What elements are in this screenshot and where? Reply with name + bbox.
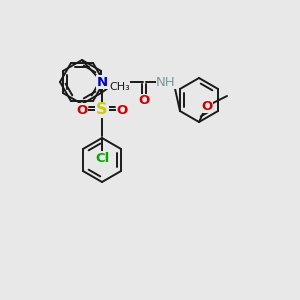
Text: O: O [116, 103, 128, 116]
Text: O: O [201, 100, 213, 112]
Text: O: O [76, 103, 88, 116]
Text: S: S [96, 103, 108, 118]
Text: Cl: Cl [95, 152, 109, 164]
Text: O: O [138, 94, 150, 107]
Text: NH: NH [156, 76, 176, 88]
Text: CH₃: CH₃ [109, 82, 130, 92]
Text: N: N [96, 76, 108, 88]
